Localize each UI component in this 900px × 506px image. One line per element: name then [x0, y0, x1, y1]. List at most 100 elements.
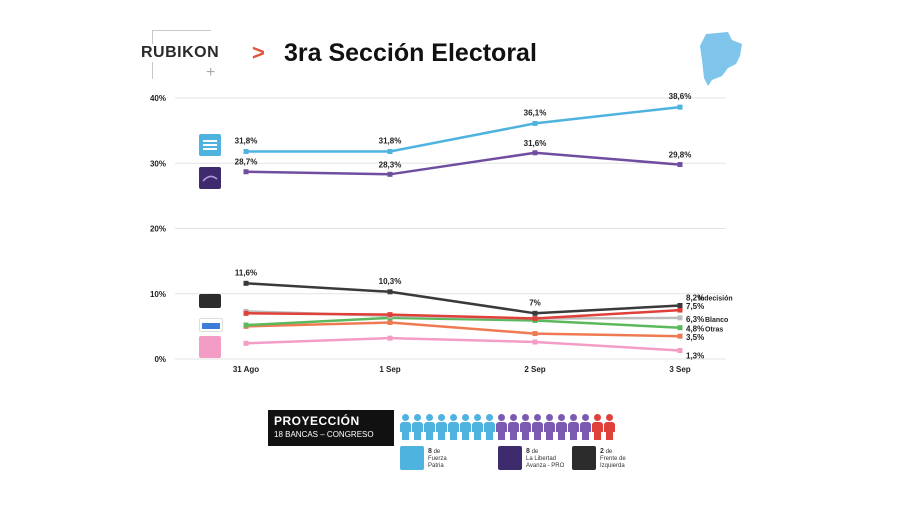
data-label: 3,5%: [686, 333, 704, 342]
data-point-la-libertad-avanza-pro: [532, 150, 538, 156]
seat-person-icon: [412, 414, 423, 440]
seat-person-icon: [604, 414, 615, 440]
data-point-otras: [243, 322, 249, 328]
y-tick-label: 20%: [150, 225, 166, 234]
series-line-somos: [245, 336, 681, 352]
data-label: 38,6%: [669, 92, 692, 101]
seat-person-icon: [532, 414, 543, 440]
legend-text: 8 de La Libertad Avanza - PRO: [526, 448, 565, 469]
y-tick-label: 0%: [154, 355, 166, 364]
series-line-indecision: [245, 282, 681, 315]
series-line-avanza-libertad: [245, 321, 681, 338]
seat-person-icon: [400, 414, 411, 440]
x-tick-label: 2 Sep: [524, 365, 545, 374]
data-point-fuerza-patria: [387, 149, 393, 155]
data-label: 31,8%: [235, 137, 258, 146]
data-point-avanza-libertad: [677, 333, 683, 339]
seat-person-icon: [448, 414, 459, 440]
data-point-indecision: [243, 280, 249, 286]
seat-person-icon: [460, 414, 471, 440]
data-point-indecision: [532, 310, 538, 316]
rubikon-logo: RUBIKON +: [140, 30, 222, 81]
data-point-indecision: [387, 289, 393, 295]
series-line-otras: [245, 316, 681, 329]
series-line-la-libertad-avanza-pro: [245, 151, 681, 176]
data-point-la-libertad-avanza-pro: [243, 169, 249, 175]
series-end-label: Otras: [705, 327, 723, 334]
data-point-fuerza-patria: [532, 120, 538, 126]
data-label: 29,8%: [669, 151, 692, 160]
seat-pictogram: [400, 414, 620, 442]
data-point-somos: [387, 335, 393, 341]
data-label: 8,2%: [686, 293, 704, 302]
data-label: 31,8%: [379, 137, 402, 146]
fuerza-patria-icon: [400, 446, 424, 470]
x-tick-label: 3 Sep: [669, 365, 690, 374]
data-point-indecision: [677, 302, 683, 308]
data-label: 31,6%: [524, 139, 547, 148]
series-line-fuerza-patria: [246, 105, 681, 153]
y-tick-label: 30%: [150, 159, 166, 168]
legend-text: 8 de Fuerza Patria: [428, 448, 447, 469]
data-label: 36,1%: [524, 108, 547, 117]
chevron-right-icon: >: [252, 40, 265, 65]
seat-person-icon: [496, 414, 507, 440]
data-label: 28,7%: [235, 158, 258, 167]
seat-person-icon: [568, 414, 579, 440]
avanza-libertad-icon: [199, 318, 223, 332]
data-point-avanza-libertad: [387, 319, 393, 325]
data-point-frente-de-izquierda: [243, 310, 249, 316]
page-title: 3ra Sección Electoral: [284, 39, 537, 67]
legend-text: 2 de Frente de Izquierda: [600, 448, 626, 469]
data-point-otras: [677, 325, 683, 331]
series-end-label: Blanco: [705, 317, 728, 324]
frente-izquierda-icon: [572, 446, 596, 470]
data-point-frente-de-izquierda: [677, 307, 683, 313]
data-point-fuerza-patria: [677, 104, 683, 110]
projection-box: PROYECCIÓN 18 BANCAS – CONGRESO: [268, 410, 394, 446]
data-point-somos: [532, 339, 538, 345]
seat-person-icon: [484, 414, 495, 440]
frente-izquierda-icon: [199, 294, 221, 308]
logo-plus-icon: +: [206, 64, 216, 81]
data-point-blanco: [677, 315, 683, 321]
buenos-aires-map-icon: [700, 32, 742, 86]
data-label: 10,3%: [379, 277, 402, 286]
projection-title: PROYECCIÓN: [274, 414, 360, 428]
seat-person-icon: [544, 414, 555, 440]
series-end-label: Indecisión: [698, 295, 733, 302]
seat-person-icon: [520, 414, 531, 440]
data-point-fuerza-patria: [243, 149, 249, 155]
seat-person-icon: [580, 414, 591, 440]
data-point-somos: [243, 340, 249, 346]
data-point-la-libertad-avanza-pro: [677, 162, 683, 168]
data-label: 28,3%: [379, 160, 402, 169]
projection-subtitle: 18 BANCAS – CONGRESO: [274, 430, 374, 439]
data-point-frente-de-izquierda: [532, 316, 538, 322]
series-line-frente-de-izquierda: [245, 308, 681, 320]
somos-icon: [199, 336, 221, 358]
y-tick-label: 40%: [150, 94, 166, 103]
seat-person-icon: [472, 414, 483, 440]
logo-text: RUBIKON: [140, 44, 221, 62]
seat-person-icon: [508, 414, 519, 440]
data-label: 6,3%: [686, 315, 704, 324]
data-label: 7,5%: [686, 302, 704, 311]
lla-pro-icon: [199, 167, 221, 189]
seat-person-icon: [436, 414, 447, 440]
x-tick-label: 1 Sep: [379, 365, 400, 374]
seat-person-icon: [556, 414, 567, 440]
data-point-la-libertad-avanza-pro: [387, 171, 393, 177]
fuerza-patria-icon: [199, 134, 221, 156]
x-tick-label: 31 Ago: [233, 365, 259, 374]
seat-person-icon: [424, 414, 435, 440]
lla-pro-icon: [498, 446, 522, 470]
data-point-somos: [677, 348, 683, 354]
data-label: 11,6%: [235, 268, 257, 277]
data-point-avanza-libertad: [532, 331, 538, 337]
y-tick-label: 10%: [150, 290, 166, 299]
data-point-frente-de-izquierda: [387, 312, 393, 318]
data-label: 1,3%: [686, 352, 704, 361]
data-label: 7%: [529, 298, 541, 307]
